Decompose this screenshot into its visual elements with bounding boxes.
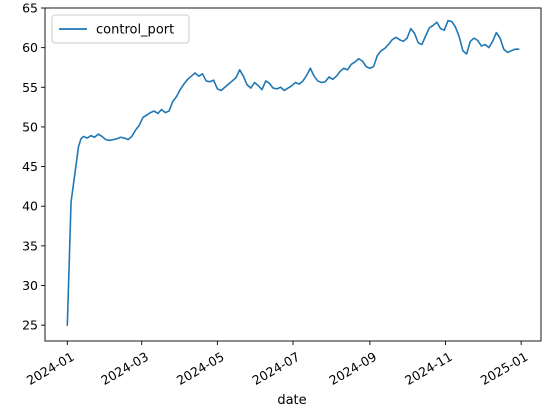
x-axis-title: date: [277, 393, 306, 408]
plot-area: [44, 7, 542, 342]
y-tick-label-45: 45: [22, 159, 38, 174]
y-axis: 25 30 35 40 45 50 55 60 65: [22, 1, 45, 333]
x-axis: 2024-01 2024-03 2024-05 2024-07 2024-09 2024-…: [24, 341, 531, 388]
x-tick-label-2025-01-01: 2025-01: [478, 349, 531, 388]
y-tick-label-60: 60: [22, 40, 38, 55]
y-tick-label-40: 40: [22, 199, 38, 214]
y-tick-label-25: 25: [22, 318, 38, 333]
plot-frame: [44, 7, 542, 342]
legend-label-control_port: control_port: [96, 23, 174, 38]
x-tick-label-2024-03-01: 2024-03: [98, 349, 151, 388]
y-tick-label-55: 55: [22, 80, 38, 95]
y-tick-label-35: 35: [22, 238, 38, 253]
y-tick-label-65: 65: [22, 1, 38, 16]
series-line-control_port: [66, 19, 520, 326]
x-tick-label-2024-11-01: 2024-11: [402, 349, 455, 388]
legend-box: [51, 14, 190, 44]
x-tick-label-2024-07-01: 2024-07: [250, 349, 303, 388]
legend: control_port: [51, 14, 190, 44]
x-tick-label-2024-09-01: 2024-09: [326, 349, 379, 388]
y-tick-label-50: 50: [22, 119, 38, 134]
x-tick-label-2024-05-01: 2024-05: [174, 349, 227, 388]
y-tick-label-30: 30: [22, 278, 38, 293]
x-tick-label-2024-01-01: 2024-01: [24, 349, 77, 388]
